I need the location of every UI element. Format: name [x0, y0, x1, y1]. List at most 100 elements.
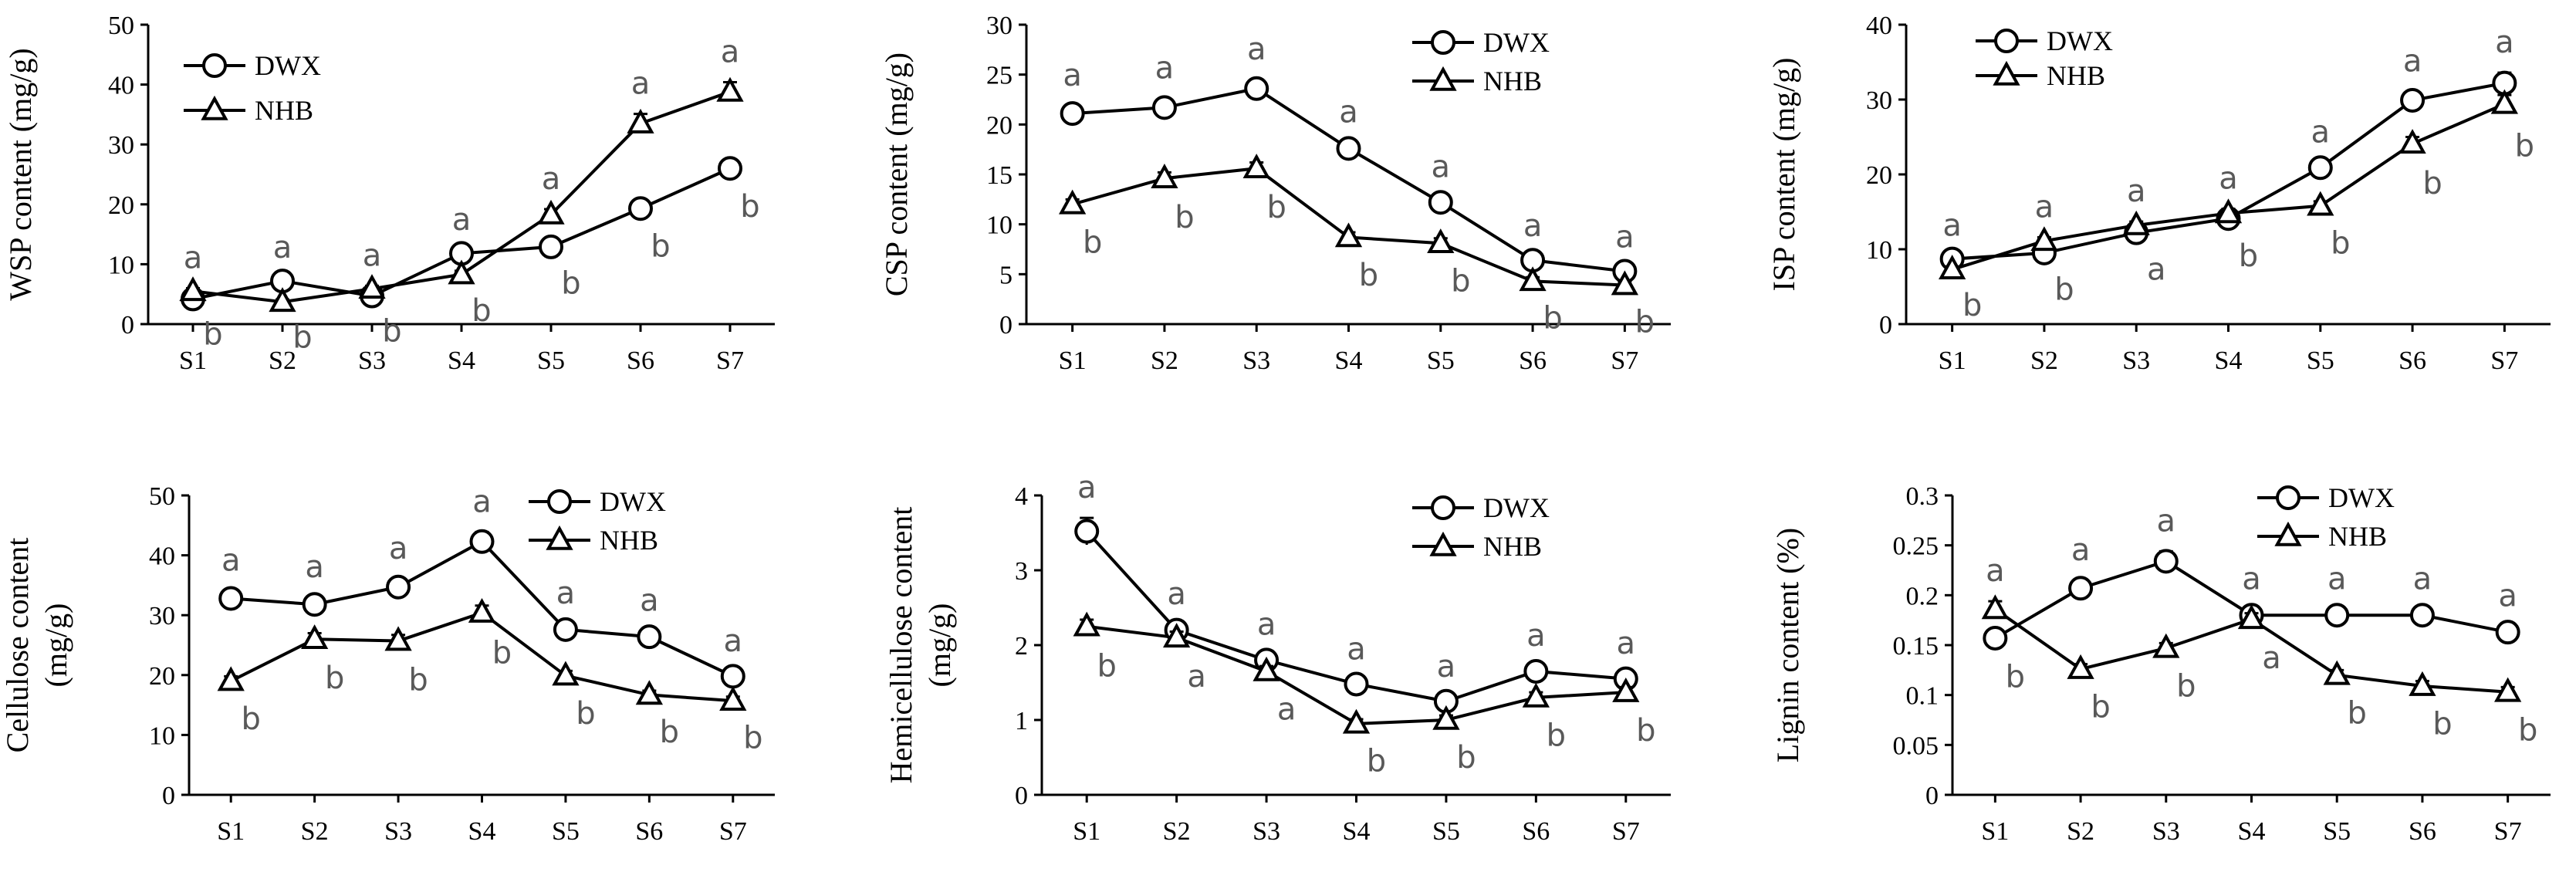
significance-letter: b [740, 189, 759, 225]
data-point-nhb [2122, 210, 2150, 235]
significance-letter: a [363, 238, 382, 273]
y-axis-label: Lignin content (%) [1770, 528, 1805, 762]
x-tick-label: S5 [1432, 817, 1460, 846]
significance-letter: b [561, 266, 580, 302]
y-tick-label: 0 [121, 311, 134, 340]
data-point-dwx [2409, 603, 2435, 628]
x-tick-label: S3 [1242, 346, 1270, 375]
significance-letter: b [651, 228, 670, 264]
significance-letter: a [631, 66, 651, 102]
significance-letter: a [1063, 58, 1082, 93]
significance-letter: a [1942, 208, 1962, 244]
chart-panel-5: 0 1 2 3 4 S1 S2 S3 S4 S5 S6 S7 Hemicellulose content… [884, 470, 1671, 846]
significance-letter: b [1635, 305, 1655, 340]
x-tick-label: S1 [1059, 346, 1087, 375]
x-tick-label: S2 [2030, 346, 2058, 375]
y-tick-label: 25 [986, 62, 1012, 90]
y-tick-label: 0.25 [1893, 532, 1939, 561]
significance-letter: a [640, 583, 659, 618]
x-tick-label: S3 [2122, 346, 2150, 375]
data-point-dwx [1983, 625, 2008, 651]
significance-letter: a [2413, 561, 2432, 597]
x-tick-label: S6 [627, 346, 654, 375]
legend-marker-dwx [1431, 495, 1455, 520]
data-point-dwx [1344, 671, 1369, 697]
legend-marker-dwx [1431, 30, 1455, 55]
data-point-dwx [553, 617, 578, 642]
significance-letter: b [1456, 740, 1476, 776]
y-tick-label: 0.15 [1893, 632, 1939, 661]
legend-label-nhb: NHB [1483, 66, 1542, 96]
data-point-nhb [1342, 708, 1371, 734]
y-axis-label: CSP content (mg/g) [879, 52, 914, 296]
y-tick-label: 0.2 [1906, 582, 1939, 610]
y-tick-label: 0 [162, 782, 175, 810]
significance-letter: b [472, 293, 491, 329]
significance-letter: b [2239, 238, 2258, 274]
x-tick-label: S4 [1343, 817, 1371, 846]
data-point-dwx [1523, 658, 1549, 684]
significance-letter: b [382, 314, 401, 350]
legend-label-dwx: DWX [1483, 27, 1550, 58]
data-point-nhb [2399, 129, 2426, 154]
x-tick-label: S5 [2323, 817, 2351, 846]
data-point-dwx [2153, 549, 2179, 574]
series-line-nhb [230, 610, 733, 703]
data-point-nhb [2494, 677, 2522, 702]
x-tick-label: S4 [2238, 817, 2266, 846]
significance-letter: b [1097, 648, 1117, 684]
y-tick-label: 20 [108, 191, 134, 220]
y-tick-label: 50 [108, 12, 134, 40]
y-tick-label: 40 [108, 72, 134, 100]
data-point-dwx [1151, 95, 1177, 120]
data-point-nhb [716, 76, 744, 102]
significance-letter: a [2071, 532, 2091, 568]
y-tick-label: 30 [149, 602, 175, 630]
data-point-dwx [2068, 576, 2094, 601]
y-tick-label: 2 [1015, 632, 1028, 661]
y-axis-label: Cellulose content (mg/g) [0, 538, 73, 753]
data-point-dwx [628, 196, 653, 221]
significance-letter: a [1986, 553, 2005, 589]
y-tick-label: 10 [108, 251, 134, 279]
data-point-nhb [468, 597, 496, 623]
data-point-nhb [358, 274, 386, 299]
significance-letter: a [1167, 576, 1186, 612]
y-tick-label: 50 [149, 482, 175, 511]
data-point-nhb [179, 276, 207, 302]
significance-letter: a [2262, 640, 2281, 676]
significance-letter: a [721, 34, 740, 69]
data-point-nhb [1073, 611, 1100, 637]
significance-letter: b [492, 635, 512, 671]
data-point-dwx [302, 592, 327, 617]
x-tick-label: S4 [448, 346, 475, 375]
data-point-nhb [2152, 633, 2180, 658]
x-tick-label: S7 [1612, 817, 1640, 846]
data-point-nhb [1334, 222, 1363, 248]
significance-letter: b [576, 696, 595, 732]
chart-panel-2: 0 5 10 15 20 25 30 S1 S2 S3 S4 S5 S6 S7 CSP content (m… [879, 12, 1671, 375]
significance-letter: a [1526, 618, 1546, 654]
data-point-dwx [1428, 190, 1453, 215]
y-axis-label: ISP content (mg/g) [1766, 58, 1801, 292]
x-tick-label: S4 [2215, 346, 2243, 375]
x-tick-label: S1 [1981, 817, 2009, 846]
data-point-nhb [1242, 154, 1270, 179]
data-point-nhb [1612, 677, 1640, 702]
data-point-dwx [218, 586, 244, 611]
significance-letter: b [1547, 718, 1566, 754]
y-axis-label-line: Hemicellulose content [884, 507, 918, 784]
legend-label-nhb: NHB [2047, 60, 2105, 91]
significance-letter: a [1339, 95, 1358, 130]
significance-letter: b [660, 715, 679, 750]
data-point-dwx [2400, 87, 2426, 113]
data-point-nhb [2214, 198, 2243, 224]
data-point-nhb [1163, 623, 1191, 648]
x-tick-label: S2 [2067, 817, 2094, 846]
x-tick-label: S7 [719, 817, 747, 846]
significance-letter: a [1187, 659, 1206, 695]
legend-label-dwx: DWX [2047, 25, 2113, 56]
x-tick-label: S7 [1611, 346, 1638, 375]
significance-letter: b [1636, 713, 1655, 749]
significance-letter: a [2157, 503, 2176, 539]
